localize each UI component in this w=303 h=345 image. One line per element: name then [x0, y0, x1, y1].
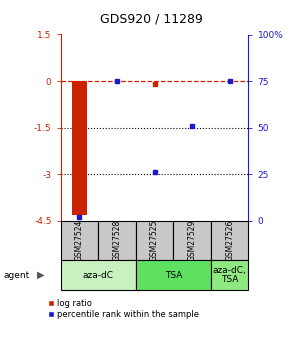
Text: aza-dC: aza-dC — [83, 270, 114, 280]
Bar — [136, 221, 173, 260]
Bar — [173, 221, 211, 260]
Bar — [98, 221, 136, 260]
Text: aza-dC,
TSA: aza-dC, TSA — [213, 266, 247, 285]
Text: GSM27526: GSM27526 — [225, 220, 234, 261]
Bar — [211, 221, 248, 260]
Bar — [61, 260, 136, 290]
Bar — [136, 260, 211, 290]
Text: GSM27529: GSM27529 — [188, 220, 197, 261]
Bar — [61, 221, 98, 260]
Text: ▶: ▶ — [37, 270, 45, 280]
Legend: log ratio, percentile rank within the sample: log ratio, percentile rank within the sa… — [48, 299, 199, 319]
Bar — [72, 81, 87, 215]
Text: GSM27525: GSM27525 — [150, 220, 159, 261]
Text: GSM27528: GSM27528 — [112, 220, 122, 261]
Text: GDS920 / 11289: GDS920 / 11289 — [100, 12, 203, 25]
Bar — [211, 260, 248, 290]
Text: agent: agent — [3, 270, 29, 280]
Text: TSA: TSA — [165, 270, 182, 280]
Text: GSM27524: GSM27524 — [75, 220, 84, 261]
